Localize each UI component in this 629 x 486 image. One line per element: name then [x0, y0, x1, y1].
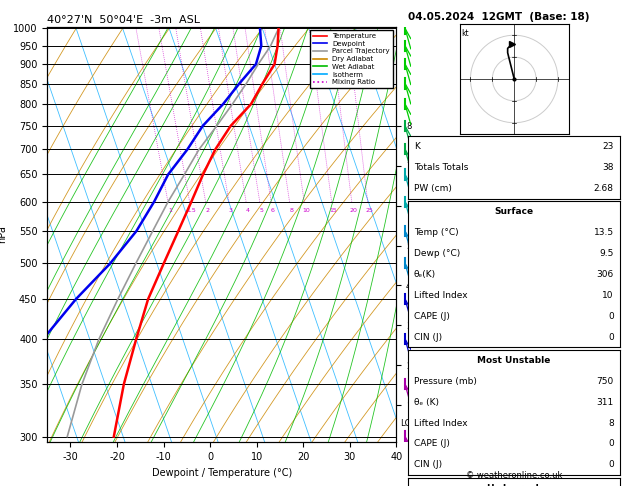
- Legend: Temperature, Dewpoint, Parcel Trajectory, Dry Adiabat, Wet Adiabat, Isotherm, Mi: Temperature, Dewpoint, Parcel Trajectory…: [310, 30, 392, 88]
- Text: CAPE (J): CAPE (J): [414, 439, 450, 449]
- Text: 13.5: 13.5: [594, 228, 614, 237]
- Text: Totals Totals: Totals Totals: [414, 163, 469, 172]
- Text: 9.5: 9.5: [599, 249, 614, 258]
- Text: 0: 0: [608, 439, 614, 449]
- Text: © weatheronline.co.uk: © weatheronline.co.uk: [466, 471, 563, 480]
- Text: 8: 8: [289, 208, 293, 213]
- Text: Most Unstable: Most Unstable: [477, 356, 550, 365]
- Text: PW (cm): PW (cm): [414, 184, 452, 193]
- Text: Dewp (°C): Dewp (°C): [414, 249, 460, 258]
- Text: kt: kt: [462, 29, 469, 38]
- Text: θₑ (K): θₑ (K): [414, 398, 439, 407]
- Text: 750: 750: [596, 377, 614, 386]
- Text: 1.5: 1.5: [187, 208, 197, 213]
- Text: 0: 0: [608, 332, 614, 342]
- Text: 0: 0: [608, 460, 614, 469]
- Text: Lifted Index: Lifted Index: [414, 291, 467, 300]
- Text: 1: 1: [168, 208, 172, 213]
- Text: Hodograph: Hodograph: [486, 484, 542, 486]
- Text: 2.68: 2.68: [594, 184, 614, 193]
- Text: Pressure (mb): Pressure (mb): [414, 377, 477, 386]
- Text: 306: 306: [596, 270, 614, 279]
- Text: Temp (°C): Temp (°C): [414, 228, 459, 237]
- Text: 10: 10: [302, 208, 309, 213]
- Text: Lifted Index: Lifted Index: [414, 418, 467, 428]
- Text: 4: 4: [246, 208, 250, 213]
- Text: 38: 38: [603, 163, 614, 172]
- Text: 2: 2: [206, 208, 209, 213]
- Y-axis label: hPa: hPa: [0, 226, 8, 243]
- Text: 23: 23: [603, 142, 614, 151]
- Text: 8: 8: [608, 418, 614, 428]
- Text: 0: 0: [608, 312, 614, 321]
- Text: LCL: LCL: [400, 418, 415, 428]
- Text: 20: 20: [349, 208, 357, 213]
- Text: 40°27'N  50°04'E  -3m  ASL: 40°27'N 50°04'E -3m ASL: [47, 15, 200, 25]
- Text: 25: 25: [365, 208, 373, 213]
- Text: 15: 15: [330, 208, 337, 213]
- Text: 10: 10: [603, 291, 614, 300]
- Text: CIN (J): CIN (J): [414, 460, 442, 469]
- Text: K: K: [414, 142, 420, 151]
- Text: 04.05.2024  12GMT  (Base: 18): 04.05.2024 12GMT (Base: 18): [408, 12, 589, 22]
- Text: θₑ(K): θₑ(K): [414, 270, 436, 279]
- Text: 6: 6: [271, 208, 275, 213]
- Text: 311: 311: [596, 398, 614, 407]
- Text: 5: 5: [260, 208, 264, 213]
- X-axis label: Dewpoint / Temperature (°C): Dewpoint / Temperature (°C): [152, 468, 292, 478]
- Text: CIN (J): CIN (J): [414, 332, 442, 342]
- Text: 3: 3: [229, 208, 233, 213]
- Text: CAPE (J): CAPE (J): [414, 312, 450, 321]
- Y-axis label: km
ASL: km ASL: [423, 215, 438, 235]
- Text: Surface: Surface: [494, 207, 533, 216]
